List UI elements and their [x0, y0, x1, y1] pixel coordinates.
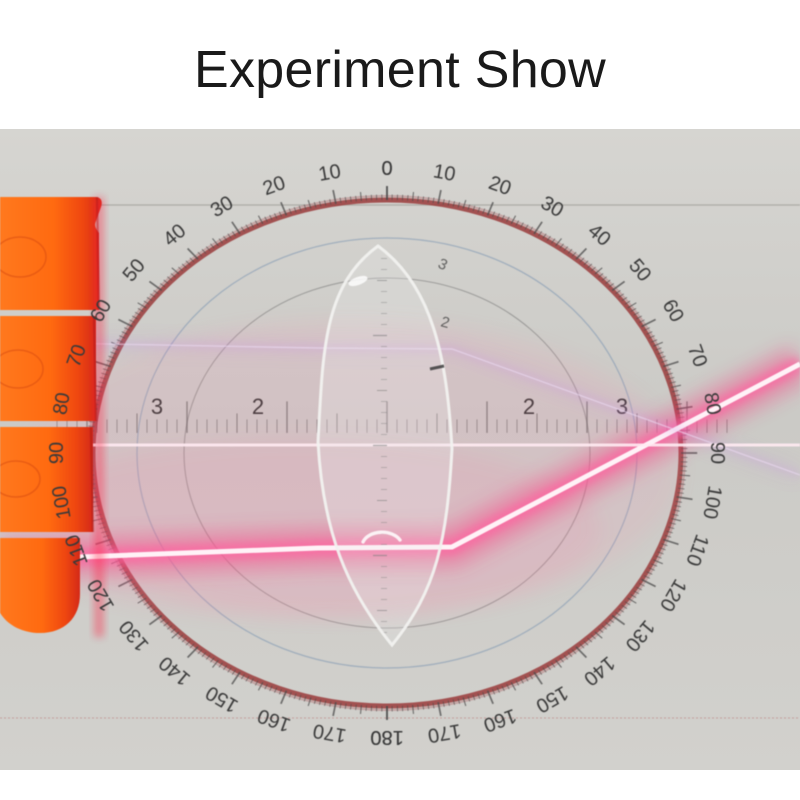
- svg-text:130: 130: [115, 616, 153, 656]
- svg-text:20: 20: [486, 172, 514, 200]
- svg-text:30: 30: [207, 192, 237, 222]
- svg-text:50: 50: [624, 255, 655, 286]
- svg-text:50: 50: [119, 255, 150, 286]
- svg-text:90: 90: [46, 442, 68, 464]
- svg-text:120: 120: [655, 575, 691, 615]
- svg-text:40: 40: [584, 220, 615, 251]
- svg-text:110: 110: [681, 531, 713, 568]
- svg-text:160: 160: [480, 704, 519, 736]
- svg-text:100: 100: [698, 484, 725, 521]
- svg-text:3: 3: [435, 255, 450, 274]
- svg-text:90: 90: [706, 442, 728, 464]
- svg-text:0: 0: [381, 158, 392, 180]
- svg-text:80: 80: [699, 391, 725, 417]
- svg-text:40: 40: [159, 220, 190, 251]
- svg-text:10: 10: [317, 160, 343, 186]
- svg-text:150: 150: [532, 681, 572, 717]
- svg-text:10: 10: [431, 160, 457, 186]
- svg-text:170: 170: [311, 719, 348, 746]
- svg-text:170: 170: [426, 719, 463, 746]
- svg-text:180: 180: [370, 726, 403, 748]
- svg-text:150: 150: [202, 681, 242, 717]
- svg-text:70: 70: [683, 342, 711, 370]
- svg-text:20: 20: [260, 172, 288, 200]
- svg-text:160: 160: [255, 704, 294, 736]
- svg-text:30: 30: [537, 192, 567, 222]
- svg-text:60: 60: [658, 296, 688, 326]
- svg-text:130: 130: [621, 616, 659, 656]
- svg-text:80: 80: [49, 391, 75, 417]
